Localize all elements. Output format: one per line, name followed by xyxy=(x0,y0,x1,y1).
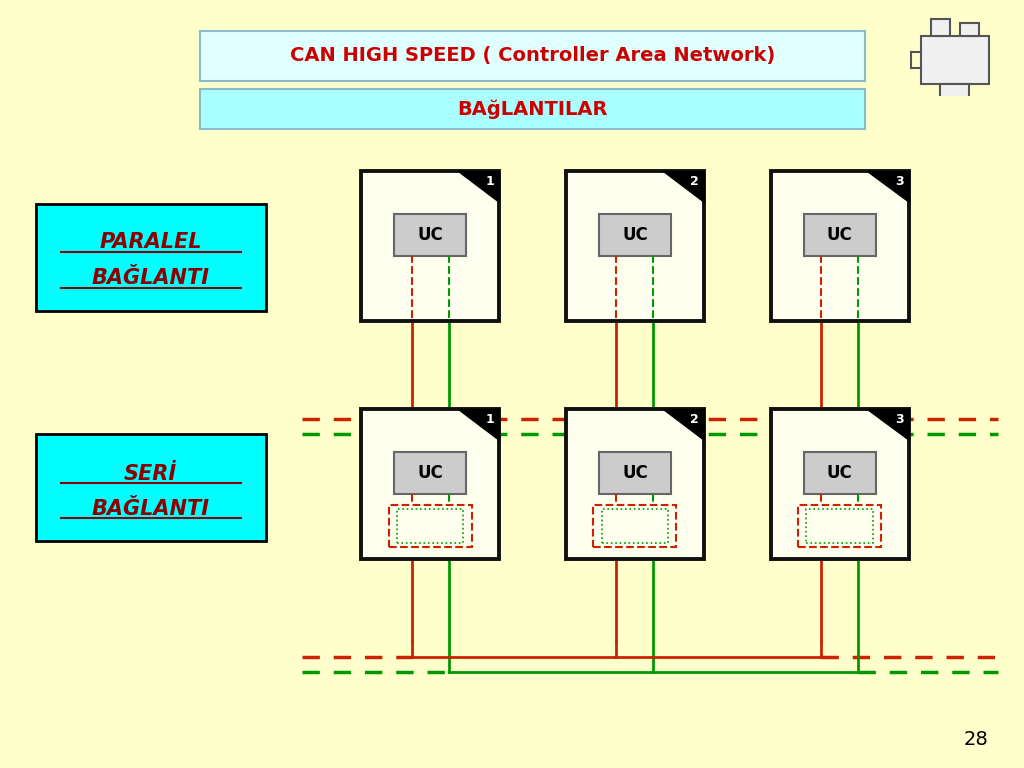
Text: CAN HIGH SPEED ( Controller Area Network): CAN HIGH SPEED ( Controller Area Network… xyxy=(290,46,775,65)
Bar xyxy=(799,505,881,547)
Text: 3: 3 xyxy=(895,413,903,425)
Text: UC: UC xyxy=(417,227,443,244)
Bar xyxy=(959,23,979,35)
Text: BAĞLANTI: BAĞLANTI xyxy=(91,268,210,288)
Bar xyxy=(804,452,876,495)
Text: 1: 1 xyxy=(485,413,494,425)
Bar xyxy=(565,409,705,559)
Bar xyxy=(389,505,471,547)
Bar xyxy=(599,214,671,257)
Text: 3: 3 xyxy=(895,174,903,187)
Text: 2: 2 xyxy=(690,413,698,425)
Bar xyxy=(394,452,466,495)
Bar xyxy=(397,508,463,543)
Bar xyxy=(36,204,266,311)
Text: 2: 2 xyxy=(690,174,698,187)
Bar xyxy=(770,170,909,321)
Text: UC: UC xyxy=(622,465,648,482)
Text: UC: UC xyxy=(417,465,443,482)
Polygon shape xyxy=(867,409,909,440)
Text: 1: 1 xyxy=(485,174,494,187)
Polygon shape xyxy=(663,170,705,202)
Bar xyxy=(599,452,671,495)
Bar xyxy=(807,508,872,543)
Bar xyxy=(804,214,876,257)
Bar xyxy=(200,89,865,129)
Bar xyxy=(394,214,466,257)
Bar xyxy=(565,170,705,321)
Bar xyxy=(602,508,669,543)
Polygon shape xyxy=(458,409,500,440)
Bar xyxy=(594,505,676,547)
Text: 28: 28 xyxy=(964,730,988,749)
Text: SERİ: SERİ xyxy=(124,464,177,484)
Text: BAğLANTILAR: BAğLANTILAR xyxy=(458,99,607,119)
Text: UC: UC xyxy=(826,465,853,482)
Bar xyxy=(921,35,989,84)
Bar xyxy=(931,19,950,35)
Text: UC: UC xyxy=(622,227,648,244)
Text: BAĞLANTI: BAĞLANTI xyxy=(91,499,210,519)
Text: UC: UC xyxy=(826,227,853,244)
Text: PARALEL: PARALEL xyxy=(99,232,202,252)
Bar xyxy=(200,31,865,81)
Polygon shape xyxy=(458,170,500,202)
Bar xyxy=(940,84,970,100)
Bar xyxy=(36,434,266,541)
Polygon shape xyxy=(663,409,705,440)
Polygon shape xyxy=(867,170,909,202)
Bar xyxy=(360,409,500,559)
Bar xyxy=(360,170,500,321)
Bar xyxy=(770,409,909,559)
